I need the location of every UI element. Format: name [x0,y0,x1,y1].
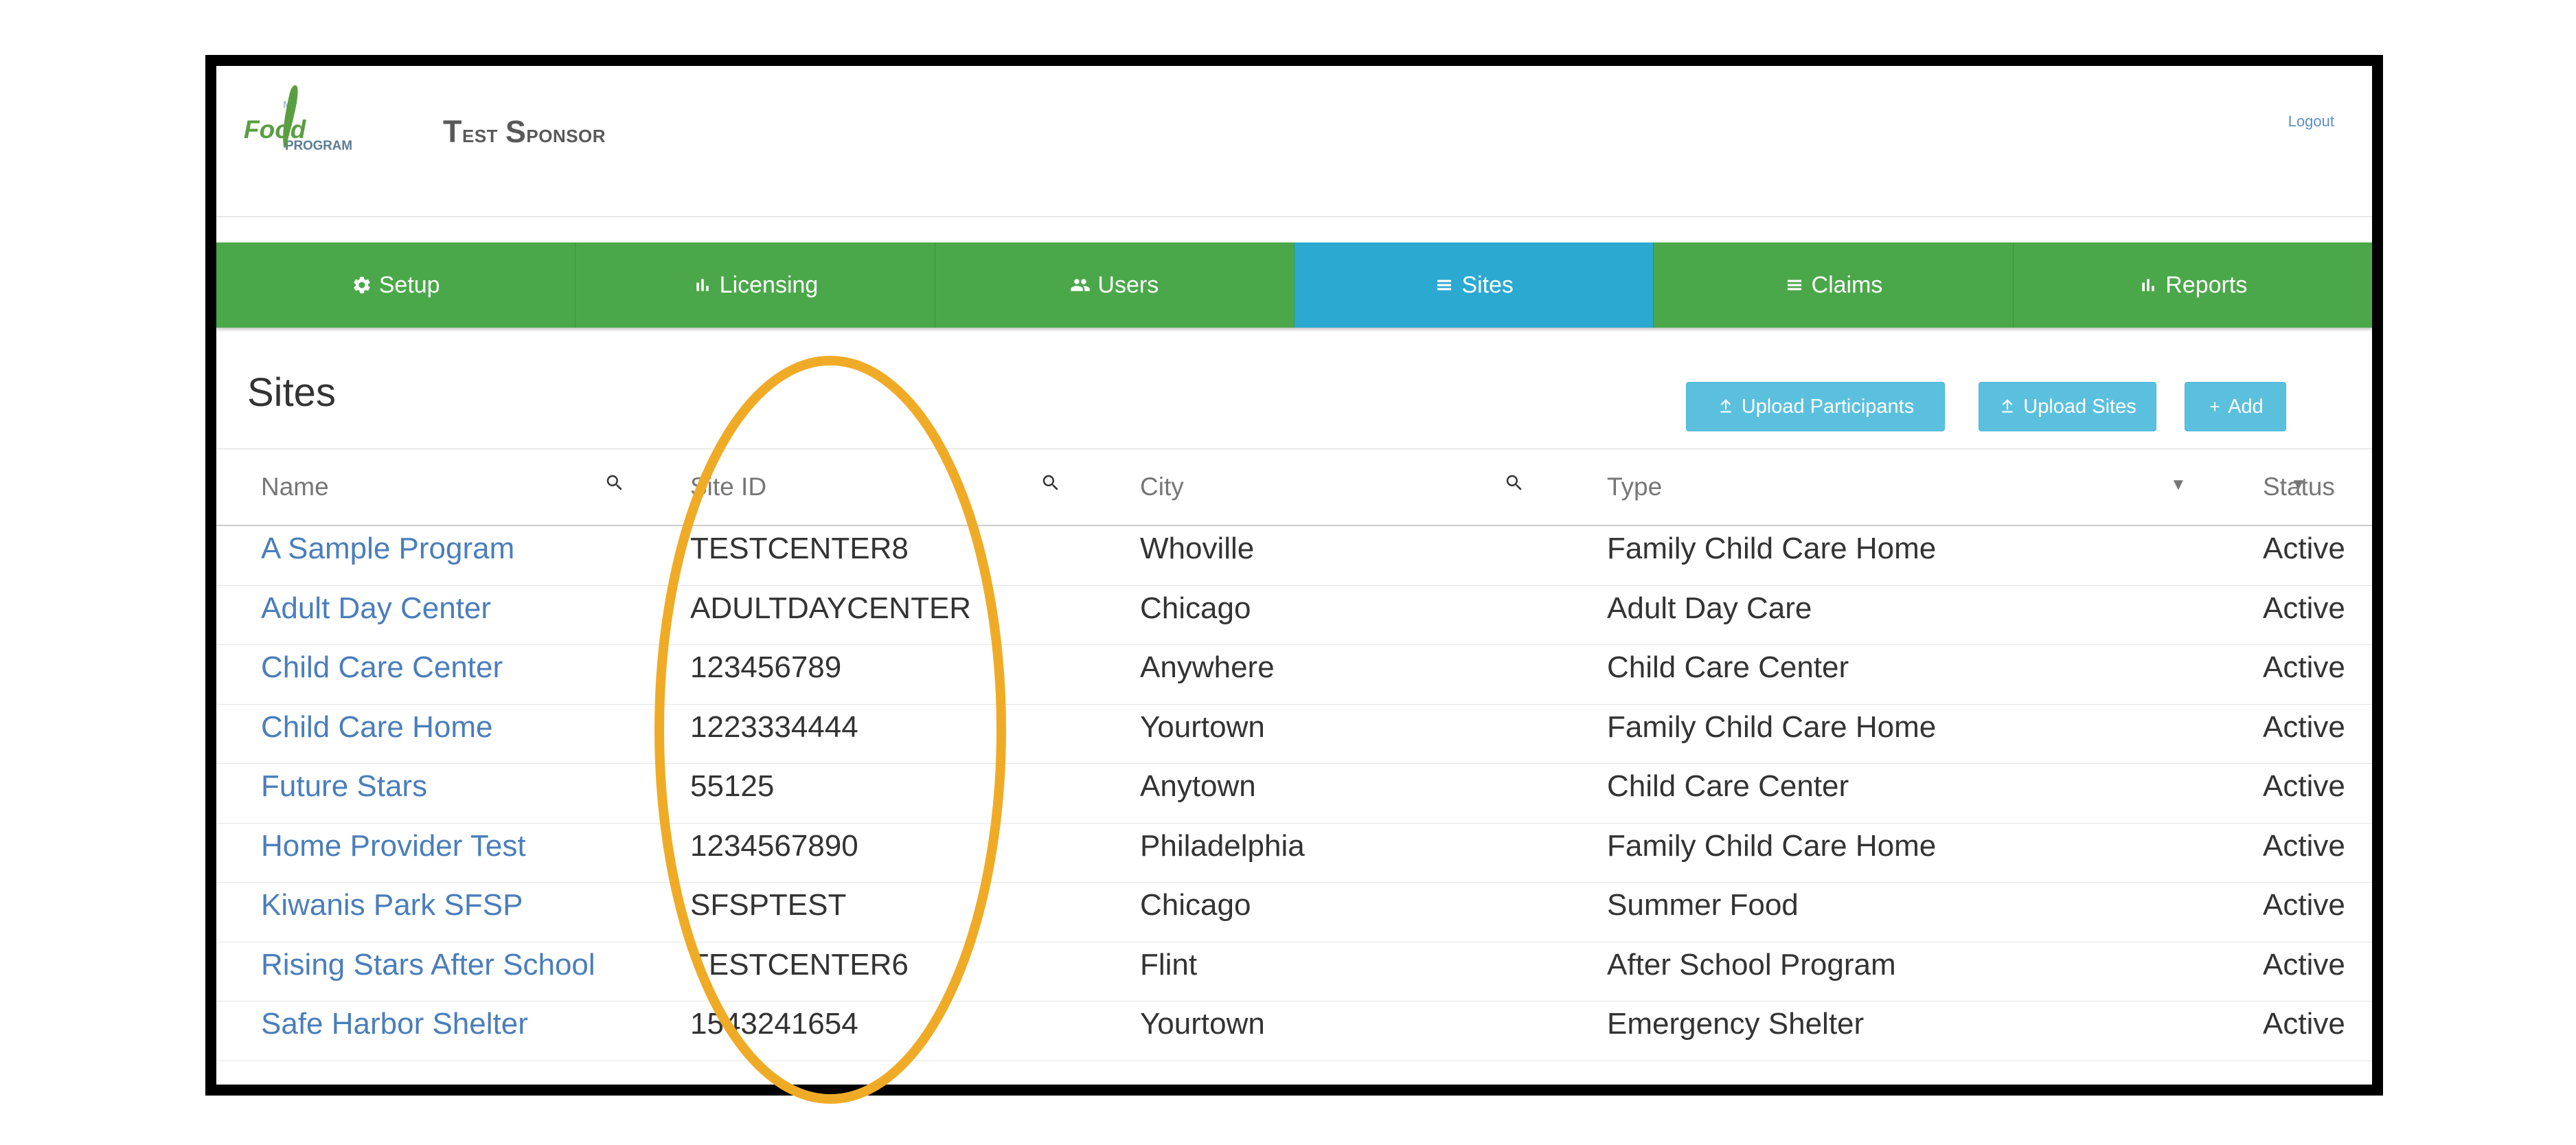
svg-text:PROGRAM: PROGRAM [285,139,352,153]
